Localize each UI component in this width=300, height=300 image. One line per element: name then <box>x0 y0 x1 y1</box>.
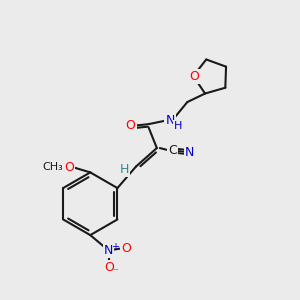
Text: N: N <box>165 114 175 127</box>
Text: H: H <box>120 163 129 176</box>
Text: H: H <box>174 121 182 131</box>
Text: CH₃: CH₃ <box>43 162 63 172</box>
Text: O: O <box>104 262 114 275</box>
Text: C: C <box>168 144 177 157</box>
Text: O: O <box>121 242 131 255</box>
Text: +: + <box>111 242 119 252</box>
Text: O: O <box>190 70 200 83</box>
Text: N: N <box>185 146 194 159</box>
Text: O: O <box>64 160 74 173</box>
Text: ⁻: ⁻ <box>112 267 118 277</box>
Text: N: N <box>104 244 113 257</box>
Text: O: O <box>126 119 136 132</box>
